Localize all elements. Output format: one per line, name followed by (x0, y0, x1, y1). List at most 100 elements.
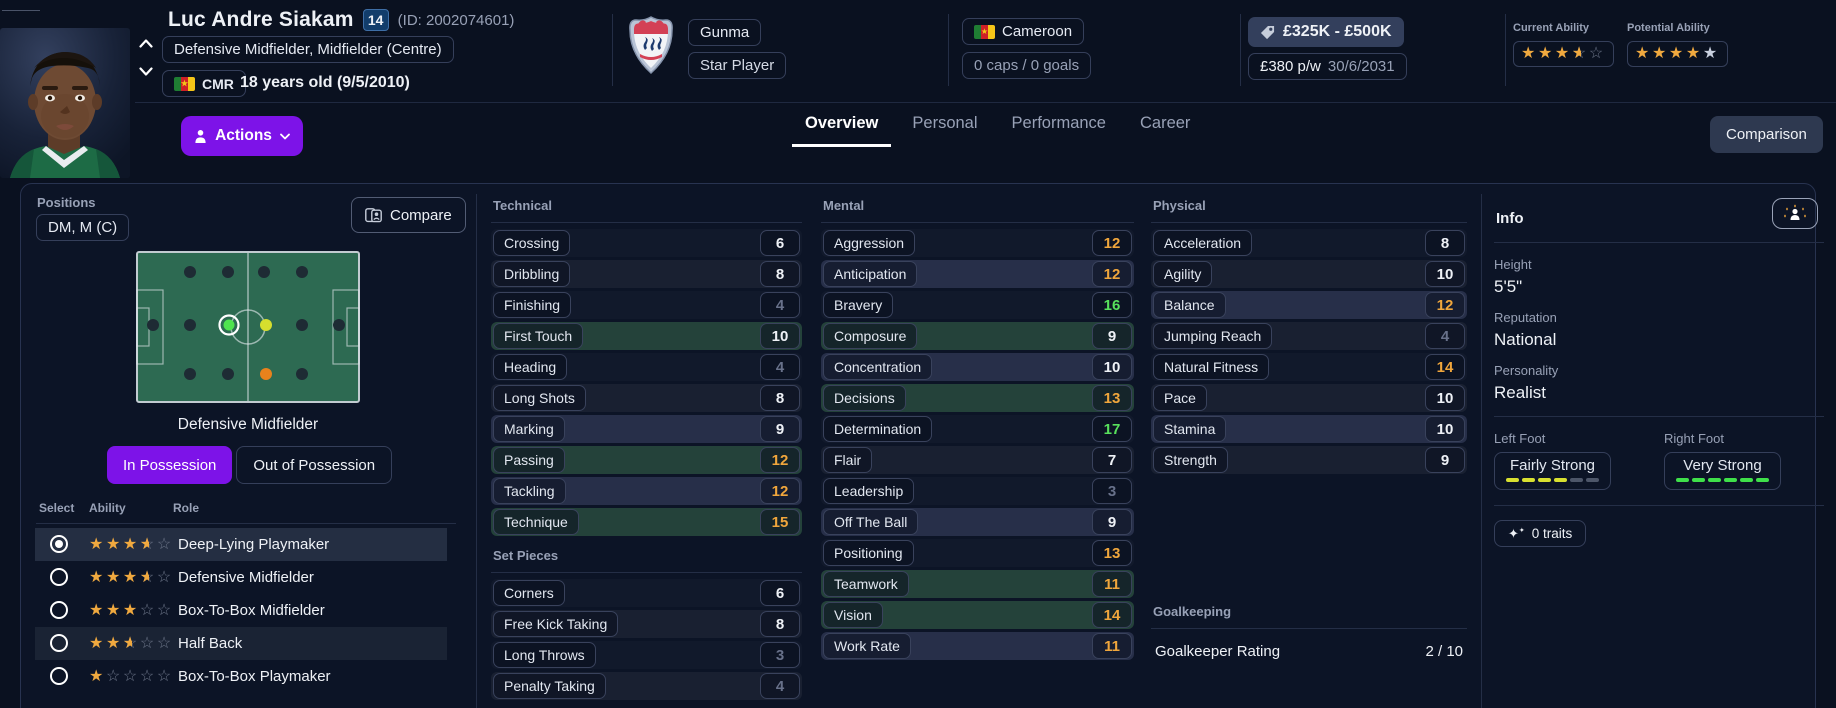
star-empty: ☆ (139, 668, 155, 685)
tab-bar: Overview Personal Performance Career (791, 114, 1191, 147)
comparison-button[interactable]: Comparison (1710, 116, 1823, 153)
attribute-label: Strength (1153, 447, 1228, 473)
attribute-label: Teamwork (823, 571, 909, 597)
attribute-value: 9 (760, 416, 800, 442)
attribute-label: Stamina (1153, 416, 1227, 442)
attribute-row: Passing 12 (491, 446, 802, 474)
club-crest-image (629, 16, 673, 75)
role-radio[interactable] (50, 634, 68, 652)
tab-personal[interactable]: Personal (912, 114, 978, 132)
pitch-dot-inactive (258, 266, 270, 278)
tab-performance[interactable]: Performance (1011, 114, 1106, 132)
club-name-chip[interactable]: Gunma (688, 19, 762, 46)
tab-career[interactable]: Career (1139, 114, 1191, 132)
attribute-label: Decisions (823, 385, 906, 411)
pitch-dot-natural (223, 319, 235, 331)
next-player-button[interactable] (136, 62, 156, 80)
attribute-value: 13 (1092, 385, 1132, 411)
cameroon-flag-icon: ★ (174, 76, 195, 91)
tab-overview[interactable]: Overview (791, 114, 892, 147)
attribute-label: Crossing (493, 230, 571, 256)
potential-ability-stars: ★ ★ ★ ★ ★ (1627, 41, 1728, 67)
star-half: ☆ ★ (139, 569, 155, 586)
role-row[interactable]: ★ ★ ☆ ★ ☆ ☆ Half Back (35, 627, 447, 660)
pitch-dot-inactive (296, 368, 308, 380)
panel-divider (476, 194, 477, 708)
in-possession-button[interactable]: In Possession (107, 446, 233, 484)
player-name-row: Luc Andre Siakam 14 (ID: 2002074601) (168, 8, 514, 32)
attribute-value: 4 (760, 292, 800, 318)
attribute-row: Flair 7 (821, 446, 1134, 474)
role-radio[interactable] (50, 568, 68, 586)
pitch-diagram-svg (136, 251, 360, 403)
star-full: ★ (122, 536, 138, 553)
physical-title: Physical (1153, 198, 1206, 213)
attribute-row: Leadership 3 (821, 477, 1134, 505)
role-row[interactable]: ★ ☆ ☆ ☆ ☆ Box-To-Box Playmaker (35, 660, 447, 693)
height-field: Height 5'5" (1494, 257, 1824, 297)
personality-value: Realist (1494, 383, 1546, 402)
role-name: Box-To-Box Midfielder (178, 602, 325, 619)
traits-count: 0 traits (1531, 526, 1573, 541)
role-ability-stars: ★ ★ ★ ☆ ★ ☆ (89, 569, 174, 587)
attribute-row: Finishing 4 (491, 291, 802, 319)
attribute-label: Long Shots (493, 385, 586, 411)
header-divider (948, 14, 949, 86)
nation-chip[interactable]: ★ Cameroon (962, 18, 1085, 45)
role-ability-stars: ★ ★ ★ ☆ ☆ (89, 602, 174, 620)
player-stars-icon (1784, 203, 1806, 220)
nation-name: Cameroon (1002, 23, 1073, 40)
role-radio[interactable] (50, 535, 68, 553)
set-pieces-title: Set Pieces (493, 548, 559, 563)
star-full: ★ (1521, 45, 1536, 62)
transfer-value-badge: £325K - £500K (1248, 17, 1404, 47)
mental-section: Mental Aggression 12 Anticipation 12 Bravery… (821, 198, 1134, 663)
role-row[interactable]: ★ ★ ★ ☆ ★ ☆ Defensive Midfielder (35, 561, 447, 594)
star-empty: ☆ (156, 635, 172, 652)
personality-label: Personality (1494, 363, 1559, 378)
attribute-label: Positioning (823, 540, 914, 566)
attribute-row: Strength 9 (1151, 446, 1467, 474)
role-row[interactable]: ★ ★ ★ ☆ ★ ☆ Deep-Lying Playmaker (35, 528, 447, 561)
contract-chip: £380 p/w 30/6/2031 (1248, 53, 1407, 80)
foot-strength-segment (1708, 478, 1721, 482)
positions-value-chip: DM, M (C) (36, 214, 130, 241)
player-photo (0, 28, 130, 178)
out-of-possession-button[interactable]: Out of Possession (236, 446, 393, 484)
attribute-value: 4 (760, 354, 800, 380)
attribute-row: Decisions 13 (821, 384, 1134, 412)
player-photo-image (0, 28, 130, 178)
compare-button[interactable]: Compare (351, 197, 466, 233)
previous-player-button[interactable] (136, 34, 156, 52)
pitch-dot-inactive (296, 319, 308, 331)
selected-position-label: Defensive Midfielder (177, 416, 319, 433)
foot-strength-segment (1538, 478, 1551, 482)
star-half: ☆ ★ (1571, 45, 1587, 62)
pitch-dot-inactive (184, 368, 196, 380)
current-ability-stars: ★ ★ ★ ☆ ★ ☆ (1513, 41, 1614, 67)
role-radio[interactable] (50, 601, 68, 619)
star-empty: ☆ (105, 668, 121, 685)
role-name: Defensive Midfielder (178, 569, 314, 586)
traits-button[interactable]: ✦✦ 0 traits (1494, 520, 1587, 547)
role-row[interactable]: ★ ★ ★ ☆ ☆ Box-To-Box Midfielder (35, 594, 447, 627)
physical-section: Physical Acceleration 8 Agility 10 Balance 12… (1151, 198, 1467, 477)
header-divider (612, 14, 613, 86)
attribute-value: 8 (1425, 230, 1465, 256)
squad-number-badge: 14 (362, 9, 389, 31)
foot-strength-segment (1724, 478, 1737, 482)
star-full: ★ (1651, 45, 1667, 62)
right-foot-chip: Very Strong (1664, 452, 1781, 490)
section-rule (1151, 222, 1467, 223)
actions-button[interactable]: Actions (181, 116, 303, 156)
attribute-value: 9 (1425, 447, 1465, 473)
attribute-label: Flair (823, 447, 873, 473)
role-list: ★ ★ ★ ☆ ★ ☆ Deep-Lying Playmaker ★ ★ ★ ☆ ★ ☆ Defensiv… (35, 528, 447, 693)
role-radio[interactable] (50, 667, 68, 685)
attribute-row: Free Kick Taking 8 (491, 610, 802, 638)
attribute-label: Tackling (493, 478, 566, 504)
star-player-icon-button[interactable] (1772, 198, 1818, 229)
star-full: ★ (89, 569, 104, 586)
attribute-value: 6 (760, 230, 800, 256)
attribute-row: Technique 15 (491, 508, 802, 536)
